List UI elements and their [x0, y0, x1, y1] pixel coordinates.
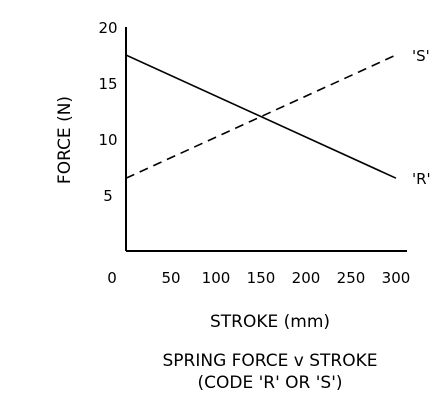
series-line-r	[125, 54, 397, 179]
x-tick-label: 300	[382, 269, 411, 287]
y-tick-label: 10	[98, 131, 117, 149]
x-tick-label: 250	[337, 269, 366, 287]
y-tick-label: 20	[98, 19, 117, 37]
series-label: 'S'	[412, 47, 430, 65]
x-tick-label: 50	[161, 269, 180, 287]
series-label: 'R'	[412, 170, 431, 188]
x-tick-label: 0	[107, 269, 117, 287]
series-labels: 'R' 'S'	[412, 47, 431, 188]
x-tick-label: 100	[202, 269, 231, 287]
x-tick-label: 150	[247, 269, 276, 287]
series-line-s	[125, 54, 397, 179]
chart-subtitle: (CODE 'R' OR 'S')	[197, 373, 342, 393]
y-axis-title: FORCE (N)	[55, 96, 75, 184]
x-axis-title: STROKE (mm)	[210, 312, 330, 332]
y-tick-label: 15	[98, 75, 117, 93]
y-tick-label: 5	[103, 187, 113, 205]
series-lines	[125, 54, 397, 179]
x-tick-label: 200	[292, 269, 321, 287]
x-tick-labels: 0 50 100 150 200 250 300	[107, 269, 410, 287]
y-tick-labels: 5 10 15 20	[98, 19, 117, 205]
chart-title: SPRING FORCE v STROKE	[162, 351, 377, 371]
